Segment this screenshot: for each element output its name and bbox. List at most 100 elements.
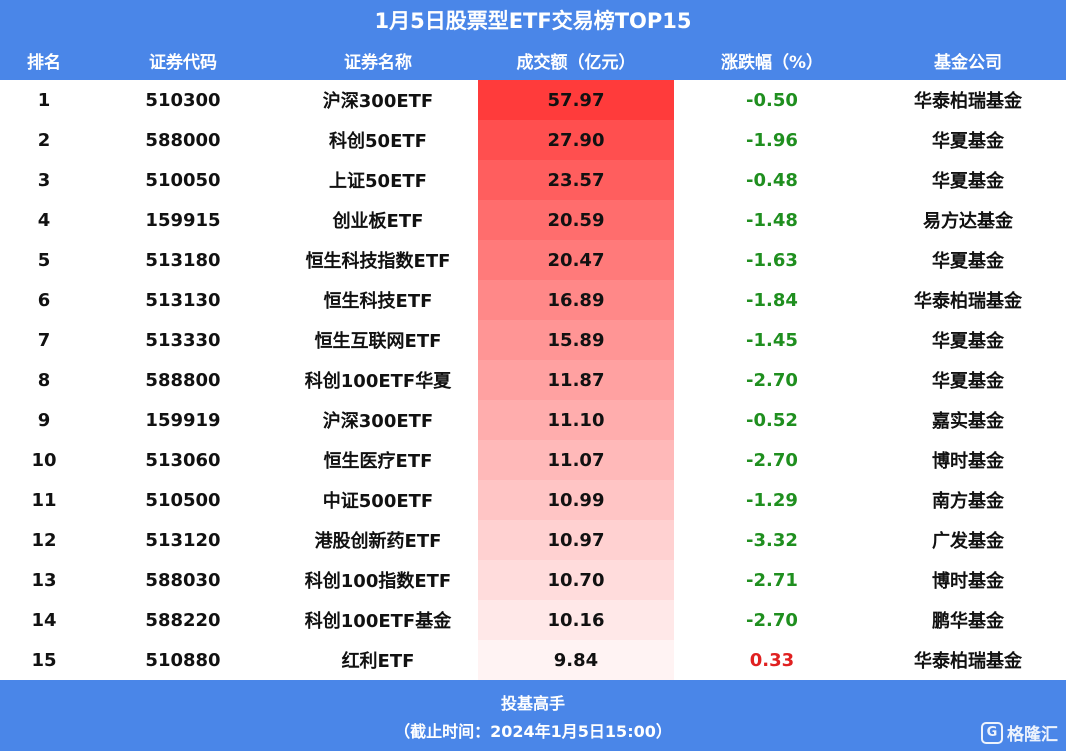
row-rank: 4 (37, 209, 51, 231)
row-name: 红利ETF (341, 651, 415, 672)
row-code: 513120 (145, 529, 221, 551)
row-company: 华夏基金 (932, 371, 1004, 392)
table-row: 4 159915 创业板ETF 20.59 -1.48 易方达基金 (0, 200, 1066, 240)
row-change: -2.70 (746, 609, 798, 631)
row-company: 华泰柏瑞基金 (914, 291, 1022, 312)
row-turnover: 11.07 (478, 440, 674, 480)
table-row: 5 513180 恒生科技指数ETF 20.47 -1.63 华夏基金 (0, 240, 1066, 280)
row-rank: 5 (37, 249, 51, 271)
row-code: 588220 (145, 609, 221, 631)
header-turnover: 成交额（亿元） (516, 52, 636, 73)
row-change: 0.33 (749, 649, 795, 671)
footer: 投基高手 （截止时间：2024年1月5日15:00） G 格隆汇 (0, 680, 1066, 751)
row-name: 科创100ETF基金 (304, 611, 452, 632)
header-company: 基金公司 (934, 52, 1002, 73)
row-company: 华夏基金 (932, 171, 1004, 192)
row-turnover: 15.89 (478, 320, 674, 360)
row-change: -1.63 (746, 249, 798, 271)
table-row: 8 588800 科创100ETF华夏 11.87 -2.70 华夏基金 (0, 360, 1066, 400)
row-change: -3.32 (746, 529, 798, 551)
row-turnover: 20.59 (478, 200, 674, 240)
row-company: 嘉实基金 (932, 411, 1004, 432)
row-turnover: 20.47 (478, 240, 674, 280)
row-rank: 9 (37, 409, 51, 431)
table-row: 3 510050 上证50ETF 23.57 -0.48 华夏基金 (0, 160, 1066, 200)
table-row: 9 159919 沪深300ETF 11.10 -0.52 嘉实基金 (0, 400, 1066, 440)
row-rank: 15 (31, 649, 57, 671)
row-name: 沪深300ETF (322, 91, 434, 112)
header-name: 证券名称 (344, 52, 412, 73)
row-rank: 12 (31, 529, 57, 551)
row-rank: 10 (31, 449, 57, 471)
row-turnover: 16.89 (478, 280, 674, 320)
row-rank: 7 (37, 329, 51, 351)
row-turnover: 9.84 (478, 640, 674, 680)
row-turnover: 27.90 (478, 120, 674, 160)
row-company: 南方基金 (932, 491, 1004, 512)
row-change: -2.70 (746, 369, 798, 391)
row-company: 鹏华基金 (932, 611, 1004, 632)
row-turnover: 57.97 (478, 80, 674, 120)
row-change: -2.70 (746, 449, 798, 471)
row-code: 588000 (145, 129, 221, 151)
row-code: 513130 (145, 289, 221, 311)
row-name: 科创50ETF (329, 131, 427, 152)
row-rank: 2 (37, 129, 51, 151)
row-company: 华夏基金 (932, 131, 1004, 152)
footer-timestamp: （截止时间：2024年1月5日15:00） (394, 722, 672, 741)
header-change: 涨跌幅（%） (720, 52, 824, 73)
row-rank: 13 (31, 569, 57, 591)
row-company: 华夏基金 (932, 251, 1004, 272)
row-code: 510500 (145, 489, 221, 511)
table-row: 1 510300 沪深300ETF 57.97 -0.50 华泰柏瑞基金 (0, 80, 1066, 120)
row-company: 华泰柏瑞基金 (914, 91, 1022, 112)
row-company: 博时基金 (932, 571, 1004, 592)
table-row: 6 513130 恒生科技ETF 16.89 -1.84 华泰柏瑞基金 (0, 280, 1066, 320)
header-rank: 排名 (27, 52, 61, 73)
row-name: 港股创新药ETF (314, 531, 442, 552)
header-row: 排名 证券代码 证券名称 成交额（亿元） 涨跌幅（%） 基金公司 (0, 40, 1066, 80)
row-change: -2.71 (746, 569, 798, 591)
row-company: 博时基金 (932, 451, 1004, 472)
row-name: 科创100指数ETF (304, 571, 452, 592)
row-name: 上证50ETF (329, 171, 427, 192)
row-turnover: 10.16 (478, 600, 674, 640)
row-code: 588030 (145, 569, 221, 591)
row-code: 159915 (145, 209, 221, 231)
table-row: 12 513120 港股创新药ETF 10.97 -3.32 广发基金 (0, 520, 1066, 560)
row-rank: 1 (37, 89, 51, 111)
row-change: -1.84 (746, 289, 798, 311)
row-rank: 8 (37, 369, 51, 391)
row-company: 华泰柏瑞基金 (914, 651, 1022, 672)
row-name: 沪深300ETF (322, 411, 434, 432)
header-code: 证券代码 (149, 52, 217, 73)
row-name: 恒生科技指数ETF (305, 251, 451, 272)
table-body: 1 510300 沪深300ETF 57.97 -0.50 华泰柏瑞基金 2 588000 科创… (0, 80, 1066, 680)
row-code: 588800 (145, 369, 221, 391)
table-row: 2 588000 科创50ETF 27.90 -1.96 华夏基金 (0, 120, 1066, 160)
row-code: 513180 (145, 249, 221, 271)
row-change: -1.96 (746, 129, 798, 151)
row-company: 易方达基金 (923, 211, 1013, 232)
row-turnover: 10.97 (478, 520, 674, 560)
row-code: 159919 (145, 409, 221, 431)
row-code: 513060 (145, 449, 221, 471)
row-change: -0.52 (746, 409, 798, 431)
row-rank: 14 (31, 609, 57, 631)
row-name: 恒生科技ETF (323, 291, 433, 312)
row-code: 510050 (145, 169, 221, 191)
row-code: 510300 (145, 89, 221, 111)
row-turnover: 11.10 (478, 400, 674, 440)
row-turnover: 23.57 (478, 160, 674, 200)
watermark-text: 格隆汇 (1007, 725, 1058, 745)
row-change: -1.45 (746, 329, 798, 351)
row-turnover: 10.70 (478, 560, 674, 600)
table-row: 11 510500 中证500ETF 10.99 -1.29 南方基金 (0, 480, 1066, 520)
row-change: -0.48 (746, 169, 798, 191)
row-turnover: 11.87 (478, 360, 674, 400)
row-code: 510880 (145, 649, 221, 671)
row-company: 华夏基金 (932, 331, 1004, 352)
watermark-logo: G 格隆汇 (981, 720, 1058, 745)
row-name: 恒生医疗ETF (323, 451, 433, 472)
